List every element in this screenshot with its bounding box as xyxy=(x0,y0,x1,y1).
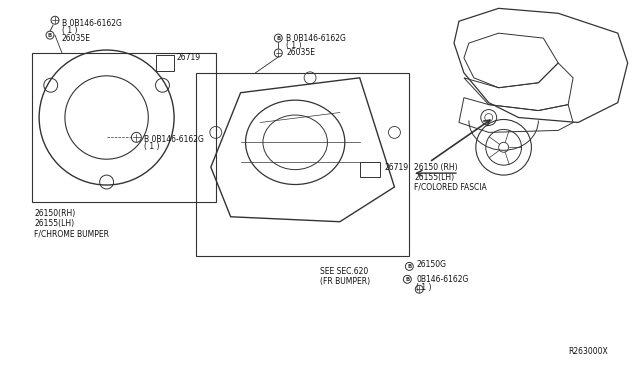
Text: (FR BUMPER): (FR BUMPER) xyxy=(320,277,370,286)
Text: 26719: 26719 xyxy=(176,54,200,62)
Text: F/CHROME BUMPER: F/CHROME BUMPER xyxy=(34,229,109,238)
Text: ( 1 ): ( 1 ) xyxy=(145,142,160,151)
Text: B: B xyxy=(276,36,280,41)
Text: 26155(LH): 26155(LH) xyxy=(34,219,74,228)
Text: 26155(LH): 26155(LH) xyxy=(414,173,454,182)
Text: F/COLORED FASCIA: F/COLORED FASCIA xyxy=(414,183,487,192)
Text: 26150(RH): 26150(RH) xyxy=(34,209,76,218)
Text: 26150G: 26150G xyxy=(416,260,446,269)
Text: B: B xyxy=(407,264,412,269)
Text: 26035E: 26035E xyxy=(62,33,91,43)
Text: ( 1 ): ( 1 ) xyxy=(416,283,432,292)
Text: 0B146-6162G: 0B146-6162G xyxy=(416,275,468,284)
Text: 26150 (RH): 26150 (RH) xyxy=(414,163,458,171)
Bar xyxy=(196,73,410,256)
Bar xyxy=(32,53,216,202)
Bar xyxy=(156,55,174,71)
Text: B 0B146-6162G: B 0B146-6162G xyxy=(62,19,122,28)
Text: R263000X: R263000X xyxy=(568,347,608,356)
Text: ( 1 ): ( 1 ) xyxy=(62,26,77,35)
Text: B: B xyxy=(405,277,410,282)
Text: ( 1 ): ( 1 ) xyxy=(286,41,301,49)
Text: B 0B146-6162G: B 0B146-6162G xyxy=(145,135,204,144)
Text: 26035E: 26035E xyxy=(286,48,316,57)
Text: B 0B146-6162G: B 0B146-6162G xyxy=(286,33,346,43)
Text: 26719: 26719 xyxy=(385,163,408,171)
Bar xyxy=(360,162,380,177)
Text: SEE SEC.620: SEE SEC.620 xyxy=(320,267,368,276)
Text: B: B xyxy=(48,33,52,38)
